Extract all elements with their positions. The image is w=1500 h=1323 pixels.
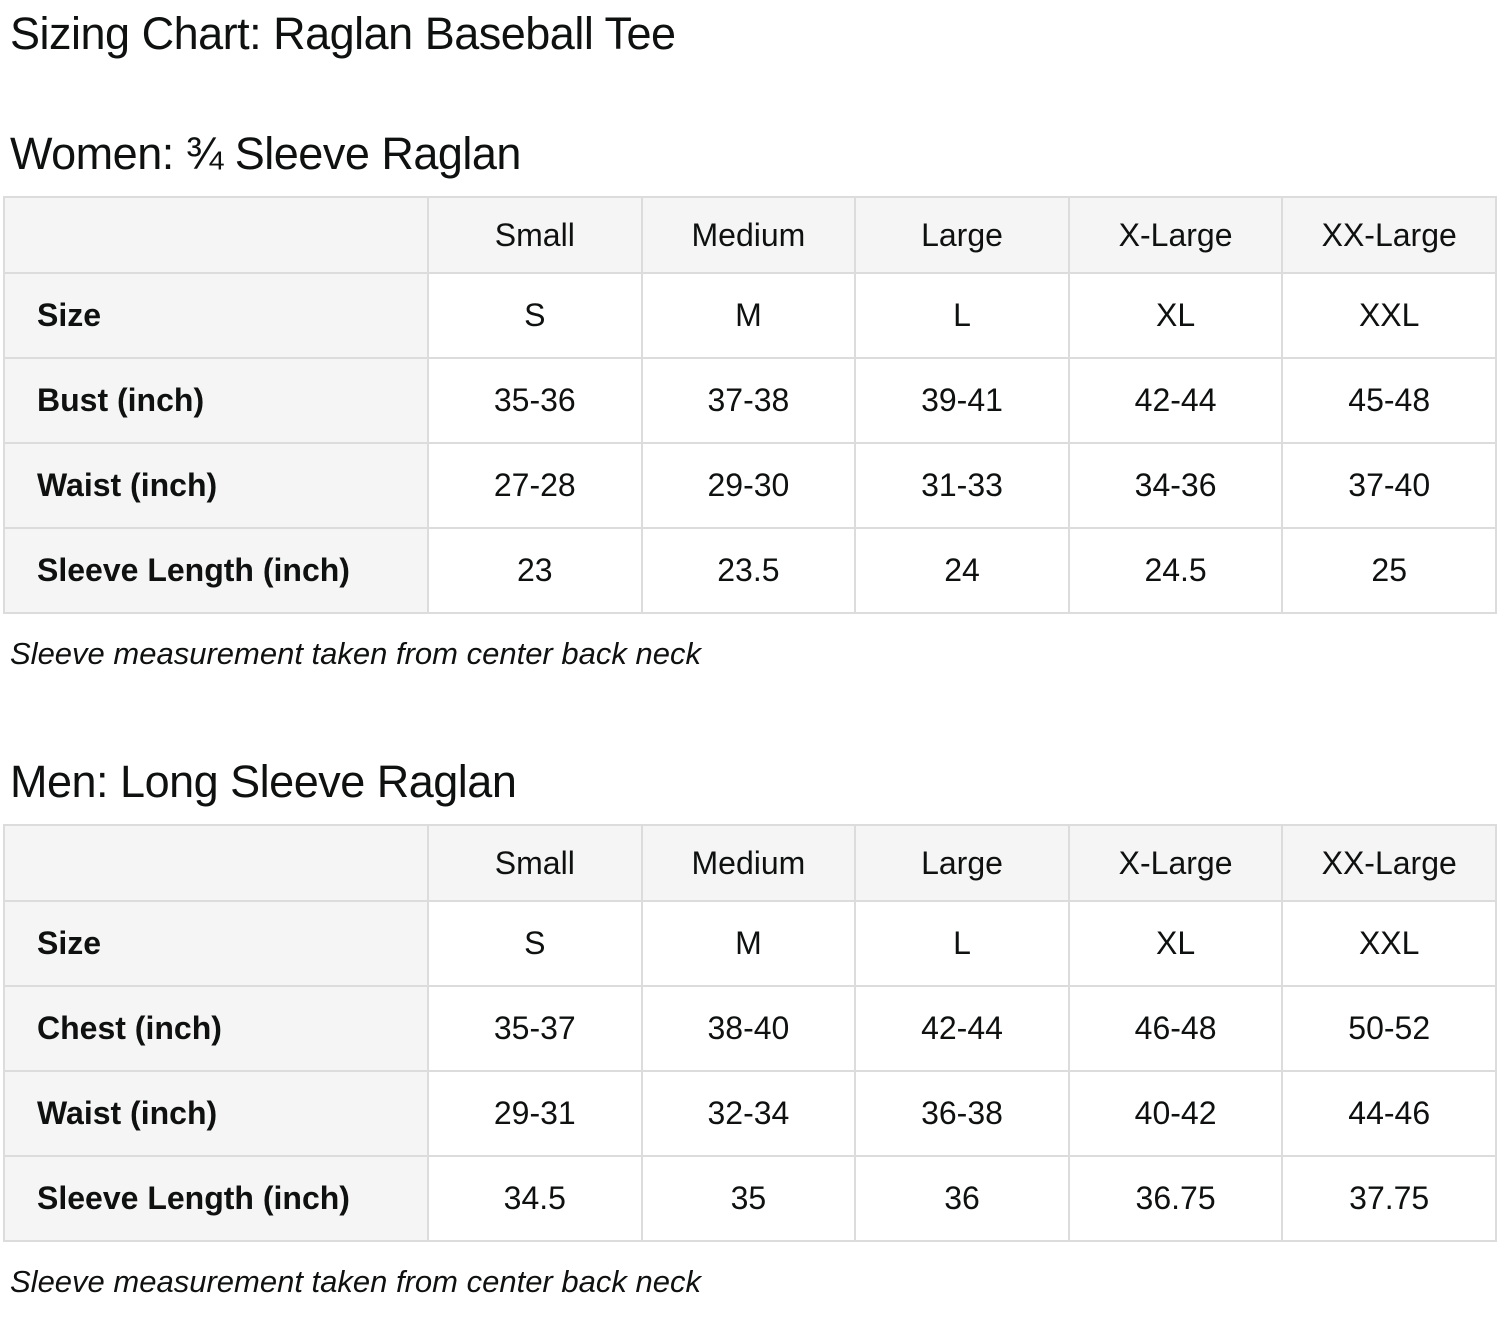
- table-cell: L: [854, 900, 1070, 987]
- table-cell: XL: [1067, 900, 1284, 987]
- page-title: Sizing Chart: Raglan Baseball Tee: [10, 8, 676, 59]
- table-row: Bust (inch) 35-36 37-38 39-41 42-44 45-4…: [3, 357, 1497, 444]
- table-cell: 32-34: [640, 1070, 857, 1157]
- table-cell: 37-38: [640, 357, 857, 444]
- table-row: Size S M L XL XXL: [3, 272, 1497, 359]
- men-header-row: Small Medium Large X-Large XX-Large: [3, 824, 1497, 902]
- men-sizing-table: Small Medium Large X-Large XX-Large Size…: [3, 824, 1497, 1242]
- men-column-header-xlarge: X-Large: [1067, 824, 1284, 902]
- table-cell: L: [854, 272, 1070, 359]
- table-row: Sleeve Length (inch) 34.5 35 36 36.75 37…: [3, 1155, 1497, 1242]
- table-cell: 27-28: [427, 442, 643, 529]
- women-corner-cell: [3, 196, 429, 274]
- table-cell: 24: [854, 527, 1070, 614]
- men-column-header-xxlarge: XX-Large: [1281, 824, 1497, 902]
- women-column-header-small: Small: [427, 196, 643, 274]
- table-cell: XXL: [1281, 900, 1497, 987]
- table-cell: 35-37: [427, 985, 643, 1072]
- table-cell: 29-30: [640, 442, 857, 529]
- table-row: Size S M L XL XXL: [3, 900, 1497, 987]
- table-cell: S: [427, 272, 643, 359]
- men-column-header-medium: Medium: [640, 824, 857, 902]
- table-cell: 44-46: [1281, 1070, 1497, 1157]
- table-cell: 24.5: [1067, 527, 1284, 614]
- table-cell: 38-40: [640, 985, 857, 1072]
- table-cell: 50-52: [1281, 985, 1497, 1072]
- men-row-label-waist: Waist (inch): [3, 1070, 429, 1157]
- table-cell: 36.75: [1067, 1155, 1284, 1242]
- table-cell: 37-40: [1281, 442, 1497, 529]
- table-cell: 34.5: [427, 1155, 643, 1242]
- women-row-label-bust: Bust (inch): [3, 357, 429, 444]
- table-cell: 42-44: [854, 985, 1070, 1072]
- women-sizing-table: Small Medium Large X-Large XX-Large Size…: [3, 196, 1497, 614]
- table-cell: XL: [1067, 272, 1284, 359]
- men-section: Men: Long Sleeve Raglan Small Medium Lar…: [0, 756, 1500, 1300]
- men-row-label-sleeve-length: Sleeve Length (inch): [3, 1155, 429, 1242]
- table-cell: 39-41: [854, 357, 1070, 444]
- table-cell: 42-44: [1067, 357, 1284, 444]
- table-cell: 36-38: [854, 1070, 1070, 1157]
- table-cell: 40-42: [1067, 1070, 1284, 1157]
- women-section-heading: Women: ¾ Sleeve Raglan: [10, 128, 521, 179]
- table-row: Chest (inch) 35-37 38-40 42-44 46-48 50-…: [3, 985, 1497, 1072]
- women-row-label-sleeve-length: Sleeve Length (inch): [3, 527, 429, 614]
- women-header-row: Small Medium Large X-Large XX-Large: [3, 196, 1497, 274]
- table-cell: 23.5: [640, 527, 857, 614]
- table-cell: 35-36: [427, 357, 643, 444]
- table-cell: 31-33: [854, 442, 1070, 529]
- women-row-label-waist: Waist (inch): [3, 442, 429, 529]
- table-cell: 35: [640, 1155, 857, 1242]
- table-cell: M: [640, 272, 857, 359]
- men-section-heading: Men: Long Sleeve Raglan: [10, 756, 517, 807]
- table-cell: 45-48: [1281, 357, 1497, 444]
- table-cell: 23: [427, 527, 643, 614]
- men-column-header-large: Large: [854, 824, 1070, 902]
- table-cell: 29-31: [427, 1070, 643, 1157]
- men-corner-cell: [3, 824, 429, 902]
- table-cell: 25: [1281, 527, 1497, 614]
- women-row-label-size: Size: [3, 272, 429, 359]
- table-row: Waist (inch) 27-28 29-30 31-33 34-36 37-…: [3, 442, 1497, 529]
- women-column-header-xxlarge: XX-Large: [1281, 196, 1497, 274]
- men-column-header-small: Small: [427, 824, 643, 902]
- table-cell: 34-36: [1067, 442, 1284, 529]
- table-cell: 46-48: [1067, 985, 1284, 1072]
- men-sleeve-note: Sleeve measurement taken from center bac…: [10, 1264, 701, 1299]
- table-cell: M: [640, 900, 857, 987]
- table-row: Waist (inch) 29-31 32-34 36-38 40-42 44-…: [3, 1070, 1497, 1157]
- table-cell: 37.75: [1281, 1155, 1497, 1242]
- table-cell: 36: [854, 1155, 1070, 1242]
- women-section: Women: ¾ Sleeve Raglan Small Medium Larg…: [0, 128, 1500, 672]
- women-column-header-xlarge: X-Large: [1067, 196, 1284, 274]
- women-column-header-medium: Medium: [640, 196, 857, 274]
- table-cell: S: [427, 900, 643, 987]
- women-column-header-large: Large: [854, 196, 1070, 274]
- men-row-label-size: Size: [3, 900, 429, 987]
- men-row-label-chest: Chest (inch): [3, 985, 429, 1072]
- women-sleeve-note: Sleeve measurement taken from center bac…: [10, 636, 701, 671]
- table-cell: XXL: [1281, 272, 1497, 359]
- table-row: Sleeve Length (inch) 23 23.5 24 24.5 25: [3, 527, 1497, 614]
